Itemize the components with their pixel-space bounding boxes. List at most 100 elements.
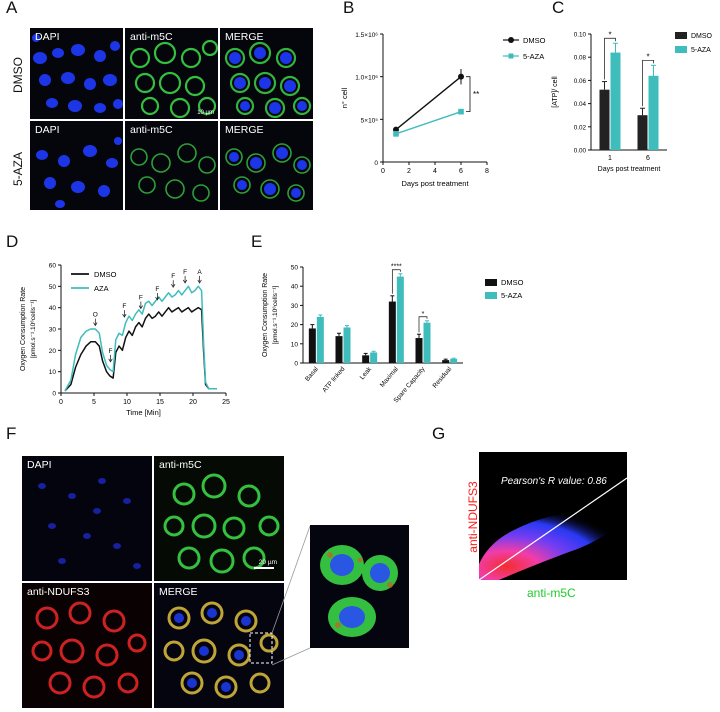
x-axis-label: Time [Min]: [126, 408, 161, 417]
injection-arrowhead: [155, 296, 160, 301]
bar-DMSO: [637, 115, 648, 150]
m5c-staining-image: [163, 473, 280, 574]
legend-marker: [508, 53, 514, 59]
panel-d-label: D: [6, 232, 19, 251]
merge-image: [225, 143, 311, 202]
colocalization-scatter: [479, 477, 627, 580]
legend-label: AZA: [94, 284, 109, 293]
x-tick-label: 2: [407, 168, 411, 175]
legend-label: DMSO: [501, 278, 524, 287]
injection-label: F: [122, 303, 126, 310]
y-axis-label-units: [pmol.s⁻¹.10⁶cells⁻¹]: [30, 299, 37, 358]
bar-DMSO: [415, 338, 423, 363]
panel-g-label: G: [432, 424, 446, 443]
x-tick-label: 4: [433, 168, 437, 175]
y-axis-label-units: [pmol.s⁻¹.10⁶cells⁻¹]: [272, 285, 279, 344]
series-line-AZA: [64, 285, 217, 392]
legend-label: DMSO: [94, 270, 117, 279]
bar-5-AZA: [316, 316, 324, 363]
x-tick-label: 8: [485, 168, 489, 175]
bar-5-AZA: [370, 352, 378, 363]
bar-5-AZA: [423, 322, 431, 363]
significance-bracket: [466, 76, 471, 113]
y-axis-label: Oxygen Consumption Rate: [262, 273, 269, 357]
x-tick-label: 15: [156, 399, 164, 406]
y-tick-label: 40: [291, 284, 299, 291]
injection-label: F: [155, 286, 159, 293]
y-axis-label: n° cell: [340, 87, 349, 108]
injection-label: F: [109, 348, 113, 355]
x-tick-label: 6: [646, 155, 650, 162]
panel-a-row-aza: 5-AZA: [11, 151, 25, 186]
ndufs3-staining-image: [31, 601, 147, 699]
panel-a-dmso-merge: MERGE: [220, 28, 313, 119]
y-tick-label: 20: [49, 348, 57, 355]
panel-c-chart: 0.00 0.02 0.04 0.06 0.08 0.10 [ATP]/ cell Days …: [552, 30, 713, 173]
legend-label: 5-AZA: [691, 47, 711, 54]
significance-label: *: [608, 30, 611, 39]
panel-b-chart: 0 5×10⁵ 1.0×10⁶ 1.5×10⁶ 0 2 4 6 8 Days post treat…: [340, 32, 546, 188]
bar-DMSO: [308, 328, 316, 363]
dapi-nuclei-image: [36, 137, 122, 208]
y-tick-label: 1.0×10⁶: [355, 75, 378, 82]
panel-d-chart: 0 10 20 30 40 50 60 0 5 10 15 20 25 Time [Min] Oxygen …: [20, 263, 230, 418]
merge-image: [224, 41, 312, 119]
panel-a-aza-m5c: anti-m5C: [125, 121, 218, 210]
panel-a-col-merge: MERGE: [225, 31, 264, 43]
x-tick-label: 0: [381, 168, 385, 175]
legend-swatch: [675, 46, 687, 53]
significance-bracket: [391, 269, 401, 294]
y-tick-label: 0.10: [574, 32, 587, 39]
injection-arrowhead: [138, 305, 143, 310]
panel-a-col-m5c-2: anti-m5C: [130, 124, 173, 136]
data-point: [393, 131, 399, 137]
y-tick-label: 0.02: [574, 124, 587, 131]
x-tick-label: 0: [59, 399, 63, 406]
y-tick-label: 0.06: [574, 78, 587, 85]
y-tick-label: 10: [291, 341, 299, 348]
injection-arrowhead: [108, 358, 113, 363]
panel-a-col-merge-2: MERGE: [225, 124, 264, 136]
panel-a-col-m5c: anti-m5C: [130, 31, 173, 43]
series-line-5-AZA: [395, 110, 462, 135]
injection-arrowhead: [171, 284, 176, 288]
legend-swatch: [485, 279, 497, 286]
y-tick-label: 5×10⁵: [361, 117, 379, 124]
y-tick-label: 60: [49, 263, 57, 270]
panel-f-dapi: DAPI: [22, 456, 152, 581]
significance-label: ****: [391, 264, 402, 271]
y-tick-label: 0: [294, 361, 298, 368]
panel-e-label: E: [251, 232, 263, 251]
data-point: [458, 73, 464, 80]
y-tick-label: 30: [291, 303, 299, 310]
injection-label: F: [139, 295, 143, 302]
series-line-DMSO: [395, 76, 462, 131]
panel-f-merge: MERGE: [154, 583, 284, 708]
x-tick-label: 25: [222, 399, 230, 406]
injection-arrowhead: [93, 322, 98, 327]
panel-a-dmso-dapi: DAPI: [30, 28, 123, 119]
panel-f-ndufs3-label: anti-NDUFS3: [27, 586, 90, 598]
panel-a-col-dapi: DAPI: [35, 31, 60, 43]
zoomed-cells-image: [320, 545, 398, 637]
panel-f-zoom-connector: [271, 525, 311, 666]
bar-DMSO: [388, 301, 396, 363]
panel-a-dmso-m5c: anti-m5C 10 µm: [125, 28, 218, 119]
y-tick-label: 0: [374, 160, 378, 167]
x-tick-label: Maximal: [379, 365, 400, 388]
panel-a-aza-dapi: DAPI: [30, 121, 123, 210]
panel-f-dapi-label: DAPI: [27, 459, 52, 471]
series-line-DMSO: [64, 306, 217, 392]
legend-label: 5-AZA: [501, 291, 522, 300]
significance-bracket: [604, 37, 616, 80]
x-tick-label: 20: [189, 399, 197, 406]
bar-5-AZA: [450, 358, 458, 363]
panel-f-zoom-inset: [310, 525, 409, 648]
y-tick-label: 20: [291, 322, 299, 329]
panel-a-col-dapi-2: DAPI: [35, 124, 60, 136]
legend-swatch: [485, 292, 497, 299]
significance-label: *: [422, 311, 425, 318]
panel-f-scalebar: [254, 567, 274, 569]
significance-label: *: [646, 52, 649, 61]
x-tick-label: Basal: [304, 365, 320, 382]
